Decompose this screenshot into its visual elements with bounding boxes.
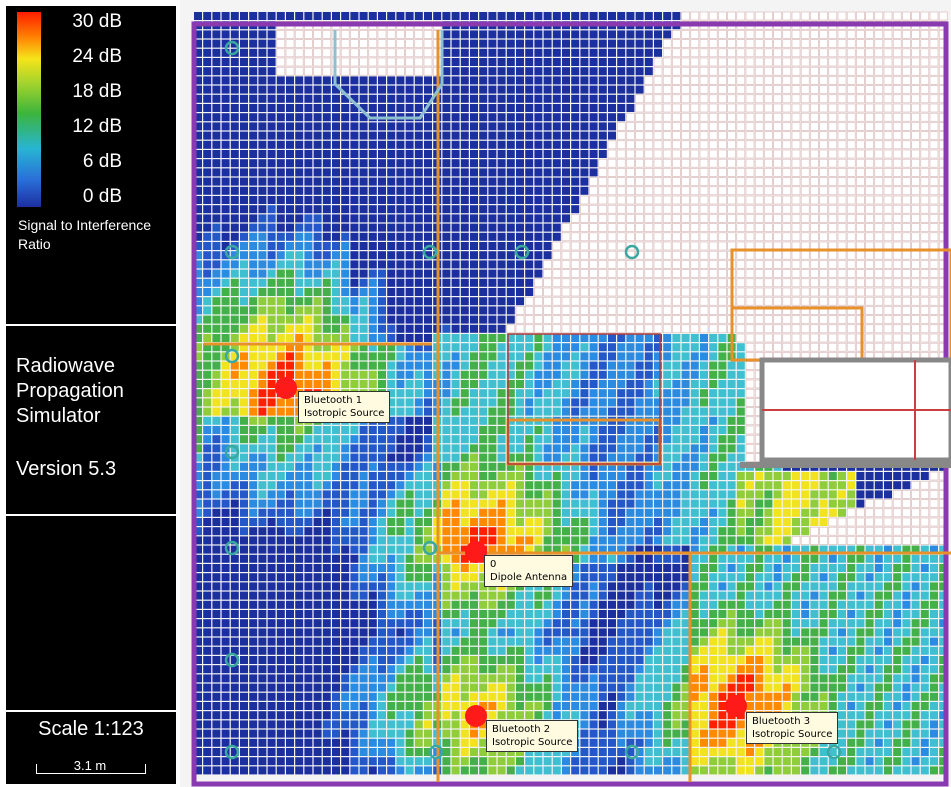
- scale-bar: [36, 764, 146, 774]
- source-label-bluetooth-2: Bluetooth 2 Isotropic Source: [486, 720, 579, 752]
- source-type: Isotropic Source: [752, 729, 833, 740]
- receiver-marker[interactable]: [428, 744, 444, 760]
- source-name: Bluetooth 1: [304, 395, 363, 406]
- legend-panel: 30 dB 24 dB 18 dB 12 dB 6 dB 0 dB Signal…: [6, 6, 176, 784]
- receiver-marker[interactable]: [224, 348, 240, 364]
- receiver-marker[interactable]: [422, 244, 438, 260]
- source-label-dipole: 0 Dipole Antenna: [484, 555, 574, 587]
- source-label-bluetooth-1: Bluetooth 1 Isotropic Source: [298, 391, 391, 423]
- legend-label-0db: 0 dB: [82, 186, 122, 207]
- scale-length: 3.1 m: [73, 758, 107, 773]
- rounded-room-outline: [333, 30, 444, 120]
- color-scale-bar: [17, 12, 41, 207]
- propagation-map[interactable]: Bluetooth 1 Isotropic Source 0 Dipole An…: [180, 0, 951, 787]
- room-outline: [507, 333, 661, 465]
- receiver-marker[interactable]: [514, 244, 530, 260]
- metric-label: Signal to Interference Ratio: [18, 217, 152, 252]
- source-name: 0: [490, 559, 497, 570]
- receiver-marker[interactable]: [224, 40, 240, 56]
- receiver-marker[interactable]: [224, 652, 240, 668]
- version-label: Version 5.3: [16, 458, 117, 480]
- source-marker[interactable]: [725, 695, 747, 717]
- section-divider: [6, 324, 176, 326]
- legend-label-30db: 30 dB: [72, 11, 122, 32]
- source-name: Bluetooth 3: [752, 716, 811, 727]
- receiver-marker[interactable]: [224, 744, 240, 760]
- source-name: Bluetooth 2: [492, 724, 551, 735]
- legend-label-6db: 6 dB: [82, 151, 122, 172]
- receiver-marker[interactable]: [224, 540, 240, 556]
- receiver-marker[interactable]: [624, 244, 640, 260]
- source-type: Isotropic Source: [492, 737, 573, 748]
- app-title: Radiowave Propagation Simulator: [16, 355, 124, 427]
- source-marker[interactable]: [275, 377, 297, 399]
- section-divider: [6, 710, 176, 712]
- wall-segment: [740, 462, 951, 468]
- receiver-marker[interactable]: [224, 244, 240, 260]
- source-marker[interactable]: [465, 705, 487, 727]
- source-type: Isotropic Source: [304, 408, 385, 419]
- scale-ratio: Scale 1:123: [38, 718, 144, 740]
- legend-label-18db: 18 dB: [72, 81, 122, 102]
- source-marker[interactable]: [465, 541, 487, 563]
- receiver-marker[interactable]: [422, 540, 438, 556]
- legend-label-12db: 12 dB: [72, 116, 122, 137]
- receiver-marker[interactable]: [624, 744, 640, 760]
- source-label-bluetooth-3: Bluetooth 3 Isotropic Source: [746, 712, 839, 744]
- legend-label-24db: 24 dB: [72, 46, 122, 67]
- receiver-marker[interactable]: [826, 744, 842, 760]
- source-type: Dipole Antenna: [490, 572, 568, 583]
- signal-heatmap[interactable]: [180, 0, 951, 787]
- section-divider: [6, 514, 176, 516]
- receiver-marker[interactable]: [224, 444, 240, 460]
